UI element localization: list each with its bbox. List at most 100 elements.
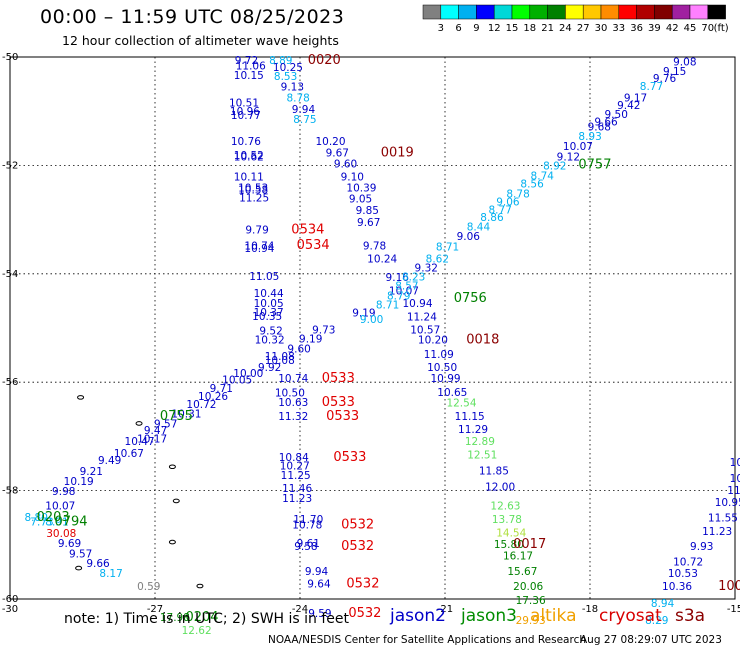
pass-time-label: 0533 [333,450,366,465]
colorbar-label: 6 [455,23,461,34]
wave-height-value: 10.72 [186,399,216,411]
wave-height-value: 9.16 [386,272,410,284]
wave-height-value: 10.62 [234,152,264,164]
wave-height-value: 12.62 [182,625,212,637]
plot-frame [9,56,736,600]
colorbar-label: 30 [595,23,608,34]
colorbar-swatch [582,4,602,20]
wave-height-value: 9.72 [235,55,258,67]
wave-height-value: 10.00 [730,457,740,469]
wave-height-value: 10.51 [229,97,259,109]
wave-height-value: 8.86 [480,212,504,224]
colorbar-swatch [476,4,495,20]
wave-height-value: 14.54 [496,528,526,540]
legend-jason2: jason2 [390,606,446,626]
wave-height-value: 9.98 [52,486,75,498]
wave-height-value: 11.05 [249,271,279,283]
pass-time-label: 0534 [291,223,324,238]
wave-height-value: 8.23 [402,271,425,283]
wave-height-value: 10.25 [273,62,303,74]
island-outline [172,498,180,504]
colorbar-swatch [422,4,442,20]
colorbar-swatch [529,4,548,20]
wave-height-value: 15.80 [494,539,524,551]
wave-height-value: 9.58 [294,541,317,553]
pass-time-label: 0794 [54,514,87,529]
wave-height-value: 10.96 [230,106,260,118]
wave-height-value: 8.17 [99,568,122,580]
wave-height-value: 9.50 [605,109,628,121]
wave-height-value: 8.62 [426,253,449,265]
wave-height-value: 9.08 [673,57,696,69]
pass-time-label: 0533 [326,409,359,424]
wave-height-value: 11.70 [293,514,323,526]
wave-height-value: 10.94 [402,298,432,310]
colorbar-swatch [618,4,637,20]
wave-height-value: 9.06 [496,197,520,209]
colorbar-label: 15 [506,23,519,34]
island-outline [77,395,85,400]
colorbar-swatch [600,4,620,20]
colorbar-label: 24 [559,23,572,34]
wave-height-value: 10.65 [437,387,467,399]
wave-height-value: 8.44 [467,221,491,233]
wave-height-value: 9.00 [360,314,383,326]
wave-height-value: 30.08 [46,528,76,540]
wave-height-value: 9.94 [305,566,329,578]
satellite-pass-labels: 0020001907570534053407560018053305330533… [37,53,740,625]
wave-height-value: 8.94 [651,598,675,610]
wave-height-value: 9.60 [334,159,357,171]
wave-height-value: 9.19 [299,334,322,346]
wave-height-value: 10.35 [252,311,282,323]
colorbar-label: 36 [630,23,643,34]
wave-height-value: 10.50 [427,362,457,374]
wave-height-value: 9.12 [557,152,580,164]
colorbar-swatch [547,4,566,20]
pass-time-label: 0019 [381,146,414,161]
wave-height-value: 10.63 [278,397,308,409]
wave-height-value: 10.07 [45,501,75,513]
wave-height-value: 10.20 [418,335,448,347]
island-outline [168,464,176,470]
wave-height-value: 9.57 [69,548,92,560]
wave-height-value: 11.25 [281,470,311,482]
colorbar-swatch [689,4,709,20]
wave-height-value: 9.76 [653,73,677,85]
wave-height-value: 9.47 [144,425,167,437]
colorbar-label: 33 [612,23,625,34]
wave-height-value: 10.36 [662,581,692,593]
wave-height-value: 10.94 [244,243,274,255]
wave-height-value: 17.98 [160,612,190,624]
y-tick-label: -50 [2,52,18,63]
wave-height-value: 9.78 [363,240,386,252]
wave-height-value: 9.67 [326,148,349,160]
wave-height-value: 10.53 [238,182,268,194]
wave-height-value: 10.07 [389,285,419,297]
wave-height-value: 8.92 [543,161,566,173]
pass-time-label: 0018 [466,333,499,348]
colorbar-swatch [671,4,691,20]
wave-height-value: 10.08 [265,355,295,367]
colorbar-swatch [707,4,726,20]
wave-height-value: 10.32 [255,335,285,347]
wave-height-value: 12.63 [490,501,520,513]
pass-time-label: 0204 [185,610,218,625]
wave-height-value: 11.85 [479,465,509,477]
wave-height-value: 10.00 [730,473,740,485]
legend-s3a: s3a [675,606,706,626]
wave-height-value: 11.29 [458,424,488,436]
wave-height-value: 9.93 [690,541,713,553]
wave-height-value: 9.94 [292,104,316,116]
wave-height-value: 9.64 [307,579,331,591]
wave-height-value: 8.78 [286,92,309,104]
island-outline [196,583,204,589]
colorbar-label: 18 [523,23,536,34]
wave-height-value: 11.24 [407,311,437,323]
pass-time-label: 0532 [348,606,381,621]
wave-height-value: 10.78 [292,520,322,532]
colorbar-units: (ft) [714,23,729,34]
wave-height-value: 10.67 [114,448,144,460]
colorbar-swatch [458,4,477,20]
legend-cryosat: cryosat [599,606,662,626]
x-tick-label: -24 [292,604,308,615]
